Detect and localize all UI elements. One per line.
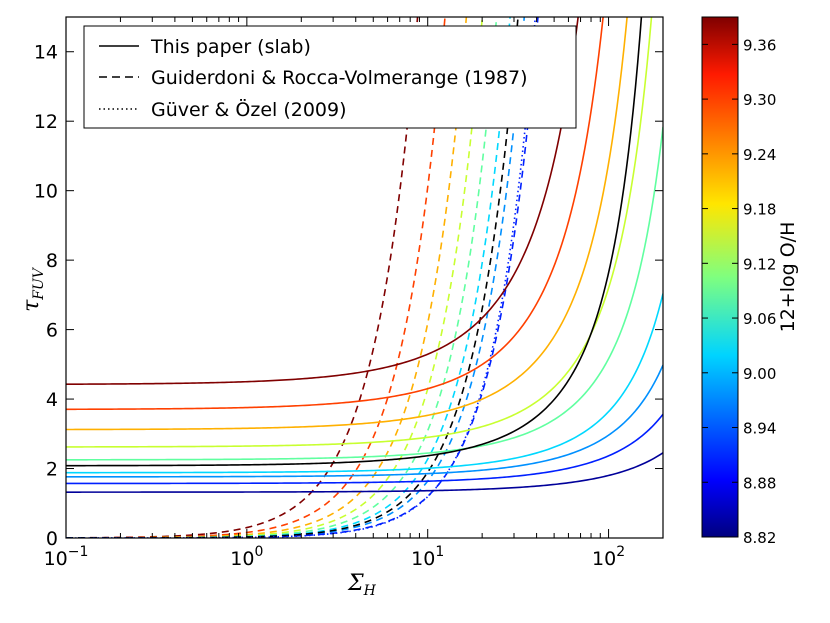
colorbar-tick-label: 9.18 <box>743 201 776 219</box>
colorbar-tick-label: 9.36 <box>743 36 776 54</box>
colorbar-label: 12+log O/H <box>777 222 799 333</box>
slab-line-2 <box>66 17 628 431</box>
y-tick-label: 4 <box>46 389 58 411</box>
colorbar-tick-label: 9.24 <box>743 146 776 164</box>
y-tick-label: 12 <box>34 111 58 133</box>
x-tick-label: 102 <box>592 544 625 570</box>
slab-line-1 <box>66 17 604 411</box>
y-tick-label: 6 <box>46 320 58 342</box>
x-axis-label-sub: H <box>363 583 377 599</box>
y-axis-label-sub: FUV <box>31 266 47 301</box>
x-tick-label: 101 <box>411 544 444 570</box>
slab-line-3 <box>66 17 653 448</box>
legend-entry-slab: This paper (slab) <box>150 36 311 58</box>
y-tick-label: 0 <box>46 528 58 550</box>
svg-text:τFUV: τFUV <box>19 266 47 312</box>
y-axis-label: τFUV <box>19 266 47 312</box>
slab-line-5 <box>66 293 663 474</box>
legend-entry-gr87: Guiderdoni & Rocca-Volmerange (1987) <box>151 67 528 89</box>
colorbar-tick-label: 9.00 <box>743 365 776 383</box>
plot-frame <box>65 16 664 539</box>
y-axis-label-main: τ <box>19 299 44 312</box>
y-tick-label: 10 <box>34 181 58 203</box>
x-tick-label: 100 <box>230 544 263 570</box>
y-axis: 0 2 4 6 8 10 12 14 <box>34 42 663 550</box>
legend-box <box>83 25 577 129</box>
slab-line-4 <box>66 126 663 461</box>
x-axis: 10−1 100 101 102 <box>44 17 664 570</box>
y-tick-label: 14 <box>34 42 58 64</box>
y-tick-label: 8 <box>46 250 58 272</box>
colorbar-tick-label: 8.82 <box>743 529 776 547</box>
slab-line-7 <box>66 413 663 485</box>
slab-line-9 <box>66 17 643 467</box>
slab-line-6 <box>66 364 663 478</box>
x-axis-label-main: Σ <box>347 571 364 596</box>
colorbar-tick-label: 9.06 <box>743 310 776 328</box>
slab-line-8 <box>66 452 663 493</box>
svg-text:ΣH: ΣH <box>347 571 377 599</box>
x-tick-label: 10−1 <box>44 544 89 570</box>
colorbar: 9.36 9.30 9.24 9.18 9.12 9.06 9.00 8.94 8.88 8.82… <box>701 16 799 547</box>
colorbar-tick-label: 8.94 <box>743 420 776 438</box>
legend-entry-go09: Güver & Özel (2009) <box>151 98 347 121</box>
x-axis-label: ΣH <box>347 571 377 599</box>
colorbar-gradient <box>701 16 739 538</box>
y-tick-label: 2 <box>46 459 58 481</box>
colorbar-ticks: 9.36 9.30 9.24 9.18 9.12 9.06 9.00 8.94 8.88 8.82 <box>702 36 776 547</box>
legend: This paper (slab) Guiderdoni & Rocca-Vol… <box>83 25 577 129</box>
colorbar-tick-label: 9.12 <box>743 255 776 273</box>
colorbar-tick-label: 8.88 <box>743 474 776 492</box>
colorbar-tick-label: 9.30 <box>743 91 776 109</box>
